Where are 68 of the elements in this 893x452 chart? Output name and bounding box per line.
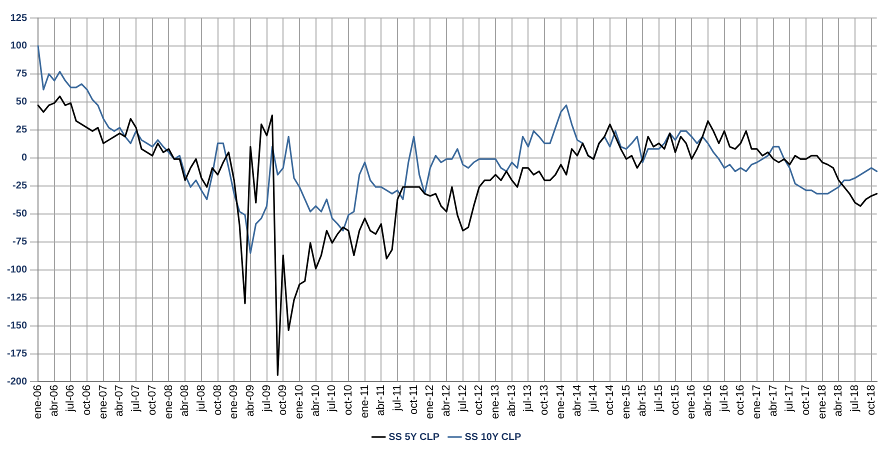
x-tick-label: jul-18 bbox=[849, 384, 862, 413]
x-tick-label: abr-12 bbox=[440, 384, 453, 417]
x-tick-label: abr-08 bbox=[179, 384, 192, 417]
y-tick-label: 75 bbox=[16, 68, 28, 80]
x-tick-label: ene-16 bbox=[686, 384, 698, 420]
x-tick-label: ene-08 bbox=[162, 384, 175, 420]
x-tick-label: oct-07 bbox=[146, 384, 158, 416]
x-tick-label: abr-16 bbox=[702, 384, 714, 417]
x-tick-label: abr-09 bbox=[244, 384, 256, 417]
x-tick-label: ene-06 bbox=[32, 384, 44, 420]
x-tick-label: oct-12 bbox=[473, 384, 486, 416]
x-tick-label: abr-06 bbox=[48, 384, 60, 417]
y-tick-label: 125 bbox=[10, 12, 28, 24]
x-tick-label: oct-09 bbox=[277, 384, 290, 416]
x-tick-label: ene-07 bbox=[97, 384, 110, 420]
y-tick-label: -25 bbox=[12, 180, 28, 192]
x-tick-label: oct-13 bbox=[538, 384, 551, 416]
y-tick-label: -100 bbox=[7, 264, 28, 276]
x-tick-label: oct-11 bbox=[408, 384, 420, 415]
x-tick-label: jul-10 bbox=[326, 384, 338, 413]
y-tick-label: 50 bbox=[16, 96, 28, 108]
x-tick-label: abr-11 bbox=[375, 384, 388, 416]
x-tick-label: oct-06 bbox=[81, 384, 94, 416]
x-tick-label: oct-08 bbox=[212, 384, 224, 416]
x-tick-label: abr-15 bbox=[636, 384, 649, 417]
x-tick-label: ene-15 bbox=[620, 384, 632, 420]
y-tick-label: 25 bbox=[16, 124, 28, 136]
x-tick-label: abr-10 bbox=[310, 384, 322, 417]
x-tick-label: oct-14 bbox=[604, 384, 616, 416]
y-tick-label: -175 bbox=[7, 348, 28, 360]
x-tick-label: abr-14 bbox=[571, 384, 584, 417]
x-tick-label: ene-13 bbox=[490, 384, 502, 420]
x-tick-label: abr-13 bbox=[506, 384, 518, 417]
x-tick-label: jul-08 bbox=[195, 384, 208, 413]
y-tick-label: 100 bbox=[10, 40, 28, 52]
x-tick-label: jul-13 bbox=[522, 384, 534, 413]
x-tick-label: abr-07 bbox=[114, 384, 126, 417]
x-tick-label: ene-18 bbox=[816, 384, 828, 420]
x-tick-label: oct-15 bbox=[669, 384, 682, 416]
x-tick-label: jul-14 bbox=[588, 384, 600, 413]
y-tick-label: -50 bbox=[12, 208, 28, 220]
x-tick-label: abr-18 bbox=[832, 384, 845, 417]
x-tick-label: ene-17 bbox=[751, 384, 764, 420]
x-tick-label: ene-09 bbox=[228, 384, 240, 420]
x-tick-label: jul-15 bbox=[652, 384, 665, 413]
y-tick-label: -150 bbox=[7, 320, 28, 332]
x-tick-label: jul-09 bbox=[260, 384, 273, 413]
x-tick-label: oct-16 bbox=[734, 384, 747, 416]
legend-label: SS 5Y CLP bbox=[388, 432, 440, 443]
x-tick-label: jul-07 bbox=[130, 384, 142, 413]
x-tick-label: jul-16 bbox=[718, 384, 730, 413]
y-tick-label: -125 bbox=[7, 292, 28, 304]
x-tick-label: ene-12 bbox=[424, 384, 436, 420]
x-tick-label: ene-10 bbox=[293, 384, 306, 420]
y-tick-label: -75 bbox=[12, 236, 28, 248]
x-tick-label: jul-11 bbox=[392, 384, 404, 412]
legend-label: SS 10Y CLP bbox=[464, 432, 522, 443]
y-tick-label: -200 bbox=[7, 376, 28, 388]
x-tick-label: ene-14 bbox=[554, 384, 567, 420]
x-tick-label: ene-11 bbox=[358, 384, 371, 418]
x-tick-label: jul-12 bbox=[456, 384, 469, 413]
x-tick-label: oct-10 bbox=[342, 384, 355, 416]
y-tick-label: 0 bbox=[21, 152, 28, 164]
x-tick-label: oct-17 bbox=[800, 384, 812, 416]
x-tick-label: abr-17 bbox=[767, 384, 780, 417]
x-tick-label: jul-17 bbox=[784, 384, 796, 413]
x-tick-label: jul-06 bbox=[64, 384, 77, 413]
x-tick-label: oct-18 bbox=[865, 384, 878, 416]
